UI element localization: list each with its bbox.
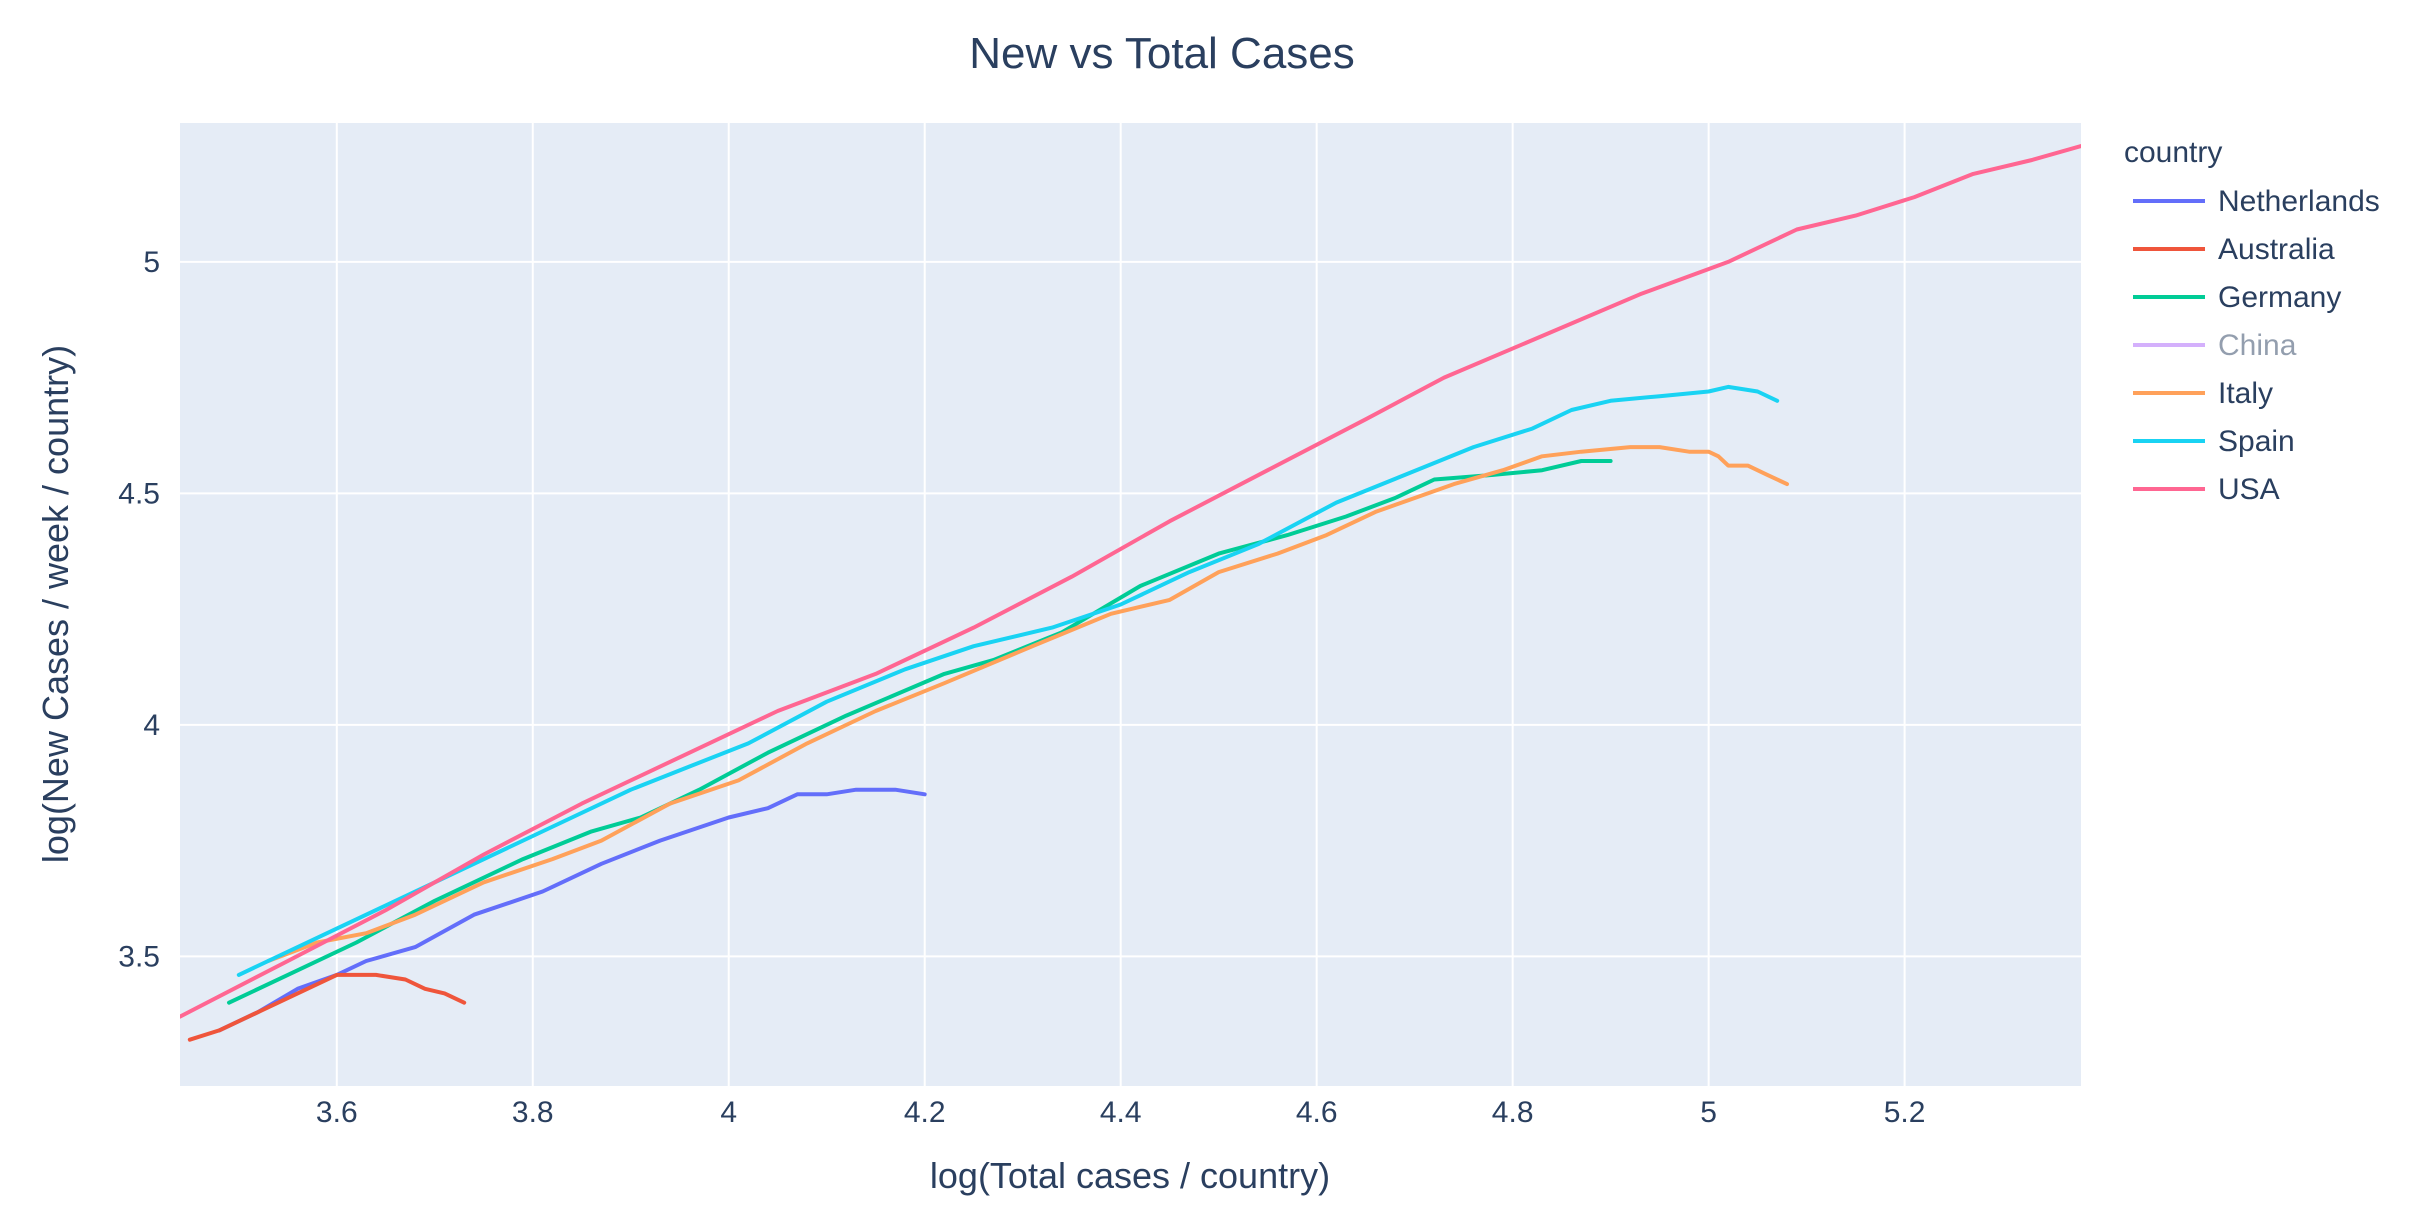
y-axis-title: log(New Cases / week / country) <box>35 345 76 863</box>
legend-label-china: China <box>2218 329 2297 362</box>
x-axis-title: log(Total cases / country) <box>930 1155 1330 1196</box>
legend-items: Netherlands Australia Germany China Italy Spa… <box>2133 185 2380 506</box>
x-tick-label: 4.6 <box>1296 1096 1338 1129</box>
legend-item-spain[interactable]: Spain <box>2133 425 2295 458</box>
series-line-spain <box>236 384 1780 977</box>
y-tick-label: 4 <box>143 709 160 742</box>
legend-label-usa: USA <box>2218 473 2280 506</box>
x-tick-label: 4.2 <box>904 1096 946 1129</box>
y-tick-label: 4.5 <box>118 477 160 510</box>
legend-label-italy: Italy <box>2218 377 2273 410</box>
legend-title: country <box>2124 136 2222 169</box>
x-tick-label: 5.2 <box>1884 1096 1926 1129</box>
lines-layer <box>180 144 2081 1042</box>
legend-label-spain: Spain <box>2218 425 2295 458</box>
x-tick-label: 3.6 <box>316 1096 358 1129</box>
legend-item-usa[interactable]: USA <box>2133 473 2280 506</box>
legend-label-germany: Germany <box>2218 281 2341 314</box>
series-line-usa <box>180 144 2081 1019</box>
legend-item-germany[interactable]: Germany <box>2133 281 2341 314</box>
y-tick-label: 5 <box>143 246 160 279</box>
x-tick-labels: 3.6 3.8 4 4.2 4.4 4.6 4.8 5 5.2 <box>316 1096 1926 1129</box>
legend-item-netherlands[interactable]: Netherlands <box>2133 185 2380 218</box>
x-tick-label: 4.4 <box>1100 1096 1142 1129</box>
x-tick-label: 4.8 <box>1492 1096 1534 1129</box>
y-tick-labels: 3.5 4 4.5 5 <box>118 246 160 973</box>
chart-title: New vs Total Cases <box>969 29 1355 78</box>
legend-item-italy[interactable]: Italy <box>2133 377 2273 410</box>
y-tick-label: 3.5 <box>118 940 160 973</box>
plot-background <box>180 123 2081 1086</box>
legend: country Netherlands Australia Germany China… <box>2124 136 2380 506</box>
series-line-germany <box>227 459 1613 1005</box>
legend-item-china[interactable]: China <box>2133 329 2297 362</box>
x-tick-label: 5 <box>1700 1096 1717 1129</box>
series-line-australia <box>187 972 467 1042</box>
x-tick-label: 4 <box>720 1096 737 1129</box>
legend-item-australia[interactable]: Australia <box>2133 233 2335 266</box>
x-tick-label: 3.8 <box>512 1096 554 1129</box>
series-line-italy <box>266 445 1789 963</box>
legend-label-australia: Australia <box>2218 233 2335 266</box>
legend-label-netherlands: Netherlands <box>2218 185 2380 218</box>
